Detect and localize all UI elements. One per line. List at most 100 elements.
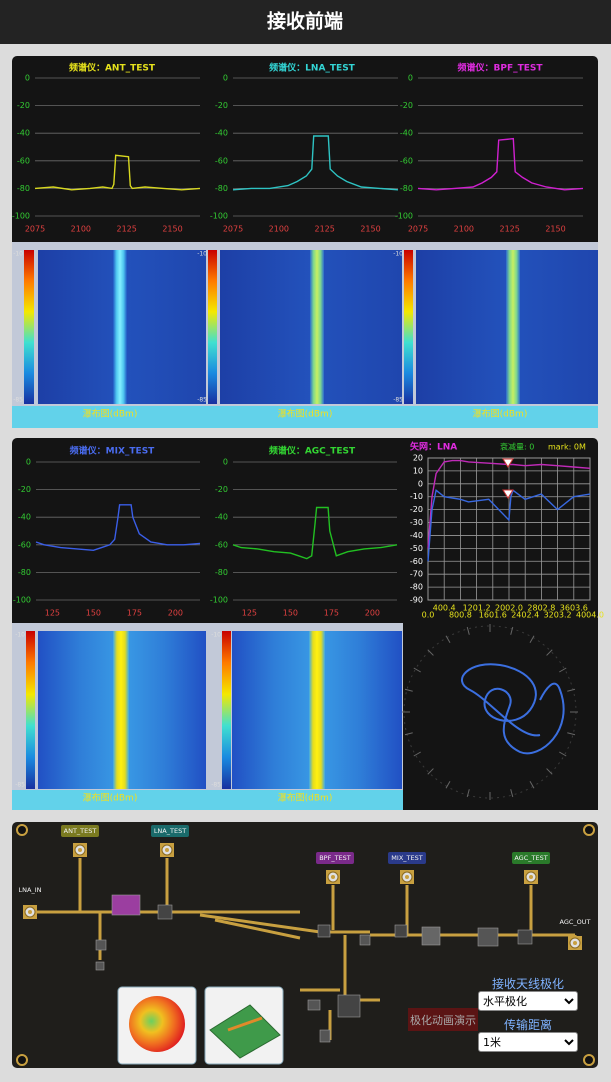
panel: [403, 623, 598, 810]
polar-tick: [510, 626, 514, 635]
x-tick-label: 1201.2: [463, 604, 491, 613]
polar-tick: [466, 789, 470, 798]
distance-select[interactable]: 1米: [478, 1032, 578, 1052]
chip: [477, 927, 499, 947]
header-bar: [0, 0, 611, 44]
waterfall-label: 瀑布图(dBm): [473, 408, 528, 420]
colorbar: [24, 250, 34, 404]
chip: [111, 894, 141, 916]
port-label: BPF_TEST: [319, 854, 351, 862]
x-tick-label: 2002.0: [495, 604, 523, 613]
waterfall-label: 瀑布图(dBm): [83, 792, 138, 804]
y-tick-label: -80: [410, 583, 423, 592]
chip: [95, 961, 105, 971]
colorbar: [222, 631, 231, 789]
waterfall-band: [506, 250, 520, 404]
x-tick-label: 125: [242, 609, 257, 618]
y-tick-label: -20: [18, 485, 31, 494]
trace: [417, 137, 584, 191]
port-tag: [512, 852, 550, 864]
chip: [359, 934, 371, 946]
y-tick-label: -40: [215, 513, 228, 522]
trace: [34, 154, 201, 191]
x-tick-label: 2075: [223, 225, 243, 234]
colorbar-label: -10: [15, 632, 25, 639]
y-tick-label: -60: [215, 156, 228, 165]
waterfall-label: 瀑布图(dBm): [278, 792, 333, 804]
polar-tick: [559, 667, 567, 673]
polar-tick: [413, 751, 421, 757]
chip: [394, 924, 408, 938]
trace: [427, 459, 591, 549]
x-tick-label: 2150: [162, 225, 182, 234]
x-tick-label: 800.8: [449, 611, 472, 620]
colorbar-label: -85: [15, 782, 25, 789]
port-tag: [61, 825, 99, 837]
y-tick-label: 0: [25, 74, 30, 83]
y-tick-label: -80: [18, 568, 31, 577]
y-tick-label: -60: [17, 156, 30, 165]
trace: [232, 506, 398, 560]
colorbar: [208, 250, 217, 404]
x-tick-label: 2100: [71, 225, 91, 234]
polarization-select[interactable]: 水平极化: [478, 991, 578, 1011]
polar-tick: [413, 667, 421, 673]
y-tick-label: -40: [215, 129, 228, 138]
x-tick-label: 2150: [360, 225, 380, 234]
chip: [319, 1029, 331, 1043]
chart-title: 频谱仪：LNA_TEST: [269, 62, 356, 74]
x-tick-label: 175: [324, 609, 339, 618]
polar-curve: [461, 663, 565, 755]
antenna-board: [209, 1004, 281, 1059]
x-tick-label: 150: [86, 609, 101, 618]
y-tick-label: -20: [410, 505, 423, 514]
y-tick-label: -40: [400, 129, 413, 138]
chart-title: 矢网：LNA: [410, 441, 457, 453]
y-tick-label: -20: [215, 485, 228, 494]
sma-core: [28, 910, 32, 914]
mount-hole: [16, 1054, 28, 1066]
trace: [427, 489, 591, 562]
y-tick-label: 0: [223, 458, 228, 467]
y-tick-label: -30: [410, 518, 423, 527]
polar-tick: [427, 649, 434, 656]
chart-title: 频谱仪：BPF_TEST: [457, 62, 543, 74]
colorbar-label: -10: [211, 632, 221, 639]
port-tag: [388, 852, 426, 864]
x-tick-label: 125: [45, 609, 60, 618]
y-tick-label: 0: [418, 479, 423, 488]
mount-hole: [16, 824, 28, 836]
x-tick-label: 2125: [499, 225, 519, 234]
sma-core: [165, 848, 169, 852]
polar-tick: [404, 732, 413, 736]
waterfall-label: 瀑布图(dBm): [83, 408, 138, 420]
polar-tick: [445, 635, 451, 643]
x-tick-label: 2802.8: [527, 604, 555, 613]
sma-core: [331, 875, 335, 879]
port-label: LNA_IN: [19, 886, 42, 894]
polar-tick: [529, 635, 535, 643]
waterfall-band: [309, 631, 325, 789]
animate-button[interactable]: 极化动画演示: [408, 1008, 478, 1031]
chart-annotation: 衰减量: 0: [500, 442, 534, 452]
polar-tick: [567, 688, 576, 692]
port-label: MIX_TEST: [391, 854, 422, 862]
sma-core: [529, 875, 533, 879]
y-tick-label: -100: [210, 212, 228, 221]
polar-tick: [445, 781, 451, 789]
y-tick-label: -80: [17, 184, 30, 193]
port-label: AGC_TEST: [514, 854, 547, 862]
x-tick-label: 150: [283, 609, 298, 618]
antenna-strip: [227, 1016, 263, 1032]
x-tick-label: 4004.0: [576, 611, 604, 620]
polar-tick: [546, 768, 553, 775]
distance-label: 传输距离: [503, 1018, 552, 1032]
sma-core: [405, 875, 409, 879]
waterfall-band: [113, 250, 127, 404]
sma-core: [573, 941, 577, 945]
chip: [517, 929, 533, 945]
marker: [502, 458, 514, 468]
port-label: AGC_OUT: [559, 918, 590, 926]
